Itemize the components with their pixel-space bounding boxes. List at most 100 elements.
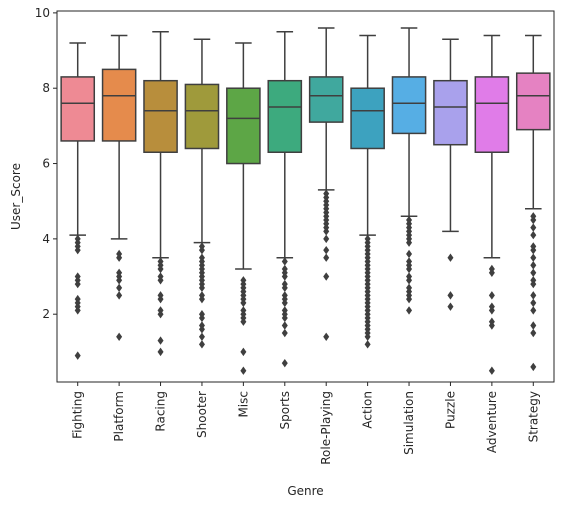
box-racing: [143, 30, 178, 357]
outlier-point: [530, 328, 537, 338]
outlier-point: [406, 264, 413, 274]
outlier-point: [157, 294, 164, 304]
outlier-point: [530, 291, 537, 300]
outlier-point: [323, 272, 330, 281]
outlier-point: [74, 306, 81, 315]
outlier-point: [198, 283, 205, 293]
x-tick-label: Adventure: [485, 391, 499, 453]
outlier-point: [281, 298, 288, 308]
x-tick-label: Strategy: [526, 391, 540, 442]
outlier-point: [74, 351, 81, 360]
y-axis: 2 4 6 8 10: [35, 6, 57, 321]
outlier-point: [530, 245, 537, 255]
outlier-point: [406, 249, 413, 259]
x-tick-label: Role-Playing: [319, 391, 333, 465]
x-tick-label: Fighting: [71, 391, 85, 439]
outlier-point: [364, 332, 371, 342]
box-action: [350, 34, 385, 349]
interquartile-box: [226, 87, 261, 165]
outlier-point: [198, 313, 205, 323]
outlier-point: [530, 298, 537, 308]
interquartile-box: [350, 87, 385, 150]
outlier-point: [157, 347, 164, 357]
outlier-point: [323, 245, 330, 255]
x-tick-label: Action: [361, 391, 375, 429]
outlier-point: [530, 215, 537, 225]
interquartile-box: [143, 79, 178, 153]
outlier-point: [157, 310, 164, 319]
outlier-point: [323, 253, 330, 262]
interquartile-box: [515, 72, 551, 131]
outlier-point: [281, 257, 288, 266]
outlier-point: [198, 332, 205, 342]
y-tick-label: 6: [42, 157, 50, 171]
x-tick-label: Racing: [154, 391, 168, 432]
outlier-point: [530, 230, 537, 240]
box-platform: [101, 34, 137, 342]
interquartile-box: [60, 76, 96, 142]
y-axis-label: User_Score: [9, 163, 23, 230]
outlier-point: [406, 306, 413, 315]
box-strategy: [515, 34, 551, 372]
outlier-point: [198, 340, 205, 349]
outlier-point: [240, 366, 247, 375]
interquartile-box: [308, 76, 344, 123]
y-tick-label: 8: [42, 81, 50, 95]
y-tick-label: 2: [42, 307, 50, 321]
outlier-point: [116, 253, 123, 262]
x-tick-label: Platform: [112, 391, 126, 442]
outlier-point: [281, 358, 288, 368]
outlier-point: [530, 279, 537, 289]
y-tick-label: 10: [35, 6, 50, 20]
outlier-point: [323, 234, 330, 244]
interquartile-box: [433, 79, 468, 146]
outlier-point: [488, 268, 495, 277]
outlier-point: [530, 223, 537, 232]
interquartile-box: [101, 68, 137, 142]
outlier-point: [530, 261, 537, 270]
outlier-point: [447, 291, 454, 300]
outlier-point: [530, 321, 537, 330]
outlier-point: [116, 332, 123, 342]
box-shooter: [184, 38, 220, 349]
outlier-point: [530, 362, 537, 372]
outlier-point: [74, 245, 81, 255]
x-tick-label: Sports: [278, 391, 292, 429]
outlier-point: [488, 366, 495, 375]
outlier-point: [447, 253, 454, 262]
interquartile-box: [474, 76, 510, 153]
box-fighting: [60, 42, 96, 360]
interquartile-box: [267, 79, 303, 153]
outlier-point: [157, 336, 164, 345]
outlier-point: [74, 279, 81, 289]
outlier-point: [406, 238, 413, 247]
x-tick-label: Puzzle: [443, 391, 457, 429]
outlier-point: [281, 272, 288, 281]
box-simulation: [391, 27, 427, 315]
outlier-point: [530, 268, 537, 277]
outlier-point: [488, 321, 495, 330]
outlier-point: [240, 298, 247, 308]
outlier-point: [240, 347, 247, 357]
box-sports: [267, 30, 303, 368]
outlier-point: [364, 340, 371, 349]
interquartile-box: [184, 83, 220, 150]
x-tick-label: Shooter: [195, 391, 209, 438]
outlier-point: [447, 302, 454, 311]
outlier-point: [116, 276, 123, 285]
outlier-point: [323, 332, 330, 342]
outlier-point: [198, 325, 205, 334]
outlier-point: [281, 283, 288, 293]
outlier-point: [198, 245, 205, 255]
outlier-point: [488, 291, 495, 300]
outlier-point: [281, 313, 288, 323]
outlier-point: [323, 227, 330, 236]
x-tick-label: Simulation: [402, 391, 416, 455]
box-puzzle: [433, 38, 468, 311]
box-series: [60, 27, 551, 375]
x-axis: Fighting Platform Racing Shooter Misc Sports R…: [71, 382, 540, 465]
outlier-point: [157, 264, 164, 274]
outlier-point: [281, 328, 288, 338]
outlier-point: [116, 283, 123, 293]
